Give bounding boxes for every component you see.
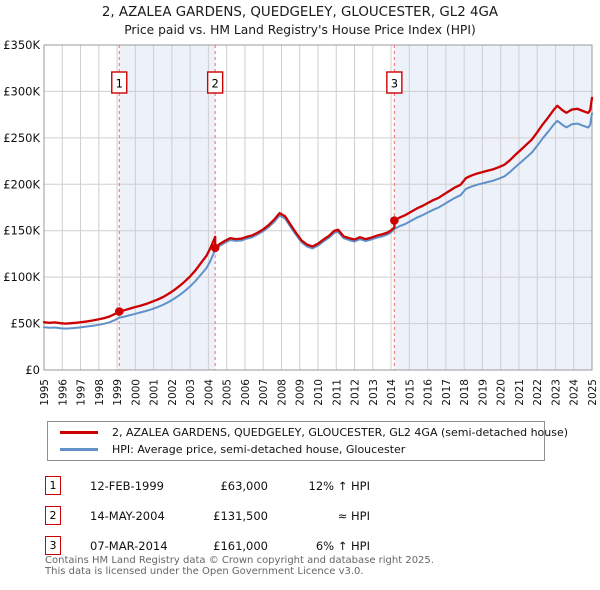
hpi-line-swatch: [60, 448, 98, 451]
x-axis-year-label: 2019: [477, 379, 489, 406]
x-axis-year-label: 2020: [496, 379, 508, 406]
sale-hpi-comparison: 6% ↑ HPI: [315, 539, 370, 553]
y-axis-tick-label: £300K: [3, 84, 40, 98]
legend-label: HPI: Average price, semi-detached house,…: [112, 443, 406, 456]
x-axis-year-label: 2008: [276, 379, 288, 406]
x-axis-year-label: 2009: [295, 379, 307, 406]
sale-hpi-comparison: 12% ↑ HPI: [308, 479, 370, 493]
sale-marker-number: 1: [116, 77, 123, 91]
y-axis-tick-label: £0: [25, 363, 40, 377]
x-axis-year-label: 2024: [569, 379, 581, 406]
sale-number-badge: 1: [45, 476, 61, 495]
sale-marker-number: 3: [391, 77, 398, 91]
hpi-line: [43, 112, 593, 330]
x-axis-year-label: 2023: [550, 379, 562, 406]
price-paid-line: [42, 96, 594, 325]
transaction-row-2: 2 14-MAY-2004 £131,500 ≈ HPI: [0, 506, 600, 526]
x-axis-year-label: 2022: [532, 379, 544, 406]
x-axis-year-label: 2003: [185, 379, 197, 406]
x-axis-year-label: 2015: [404, 379, 416, 406]
sale-number-badge: 3: [45, 536, 61, 555]
sale-date: 07-MAR-2014: [90, 539, 168, 553]
license-footer: Contains HM Land Registry data © Crown c…: [45, 555, 585, 577]
hpi-ownership-band: [394, 45, 592, 370]
sale-point-dot: [390, 216, 399, 225]
page-subtitle: Price paid vs. HM Land Registry's House …: [124, 23, 476, 37]
sale-date: 12-FEB-1999: [90, 479, 164, 493]
transaction-row-3: 3 07-MAR-2014 £161,000 6% ↑ HPI: [0, 536, 600, 556]
sale-price: £63,000: [220, 479, 268, 493]
x-axis-year-label: 2004: [203, 379, 215, 406]
legend-entry-price-paid: 2, AZALEA GARDENS, QUEDGELEY, GLOUCESTER…: [48, 424, 568, 441]
x-axis-year-label: 2016: [423, 379, 435, 406]
x-axis-year-label: 1995: [39, 379, 51, 406]
x-axis-year-label: 2018: [459, 379, 471, 406]
x-axis-year-label: 2025: [587, 379, 599, 406]
sale-marker-box: [111, 71, 128, 94]
sale-point-dot: [114, 307, 124, 316]
sale-price: £161,000: [213, 539, 268, 553]
y-axis-tick-label: £100K: [3, 270, 40, 284]
sale-price: £131,500: [213, 509, 268, 523]
x-axis-year-label: 2012: [350, 379, 362, 406]
x-axis-year-label: 1997: [76, 379, 88, 406]
y-axis-tick-label: £50K: [11, 317, 41, 331]
x-axis-year-label: 2005: [222, 379, 234, 406]
y-axis-tick-label: £150K: [3, 224, 40, 238]
x-axis-year-label: 1999: [112, 379, 124, 406]
license-line-1: Contains HM Land Registry data © Crown c…: [45, 555, 434, 566]
legend-entry-hpi: HPI: Average price, semi-detached house,…: [48, 441, 544, 458]
x-axis-year-label: 2021: [514, 379, 526, 406]
price-line-swatch: [60, 431, 98, 434]
x-axis-year-label: 2011: [331, 379, 343, 406]
legend-label: 2, AZALEA GARDENS, QUEDGELEY, GLOUCESTER…: [112, 426, 569, 439]
sale-date: 14-MAY-2004: [90, 509, 165, 523]
y-axis-tick-label: £200K: [3, 177, 40, 191]
sale-point-dot: [210, 243, 220, 253]
x-axis-year-label: 2000: [130, 379, 142, 406]
transaction-row-1: 1 12-FEB-1999 £63,000 12% ↑ HPI: [0, 476, 600, 496]
x-axis-year-label: 2007: [258, 379, 270, 406]
y-axis-tick-label: £350K: [3, 38, 40, 52]
x-axis-year-label: 1996: [57, 379, 69, 406]
x-axis-year-label: 2010: [313, 379, 325, 406]
license-line-2: This data is licensed under the Open Gov…: [45, 566, 364, 577]
sale-number-badge: 2: [45, 506, 61, 525]
page-title: 2, AZALEA GARDENS, QUEDGELEY, GLOUCESTER…: [101, 5, 499, 20]
sale-marker-number: 2: [211, 77, 218, 91]
x-axis-year-label: 2017: [441, 379, 453, 406]
sale-marker-box: [386, 71, 403, 94]
x-axis-year-label: 1998: [94, 379, 106, 406]
x-axis-year-label: 2001: [149, 379, 161, 406]
x-axis-year-label: 2013: [368, 379, 380, 406]
y-axis-tick-label: £250K: [3, 131, 40, 145]
hpi-ownership-band: [119, 45, 216, 370]
sale-marker-box: [206, 71, 224, 94]
sale-hpi-comparison: ≈ HPI: [337, 509, 370, 523]
x-axis-year-label: 2014: [386, 379, 398, 406]
chart-legend: 2, AZALEA GARDENS, QUEDGELEY, GLOUCESTER…: [47, 421, 568, 461]
x-axis-year-label: 2006: [240, 379, 252, 406]
x-axis-year-label: 2002: [167, 379, 179, 406]
plot-frame: [43, 44, 593, 371]
price-chart: 1 2 3 £0 £50K £100K £150K £200K £250K £300K £350K 1…: [3, 38, 599, 406]
